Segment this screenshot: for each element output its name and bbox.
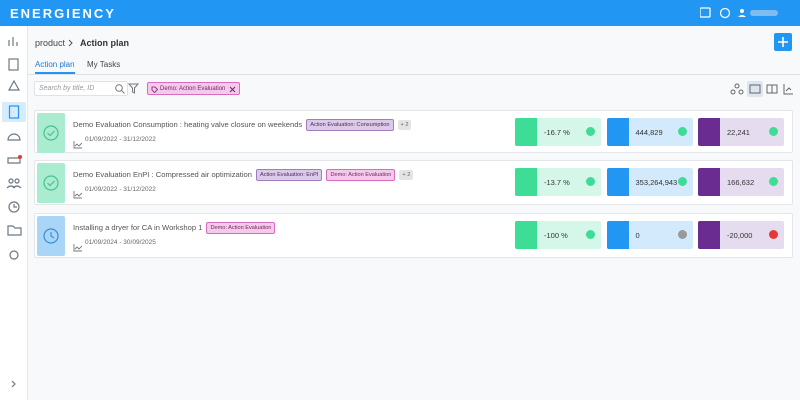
filter-chip-label: Demo: Action Evaluation: [160, 86, 226, 92]
title-text: Demo Evaluation EnPI : Compressed air op…: [73, 170, 252, 179]
action-title: Demo Evaluation EnPI : Compressed air op…: [73, 169, 414, 181]
filter-chip[interactable]: Demo: Action Evaluation: [147, 82, 241, 95]
tab[interactable]: My Tasks: [87, 60, 121, 69]
status-icon: [43, 125, 59, 141]
action-card[interactable]: Demo Evaluation EnPI : Compressed air op…: [34, 160, 793, 205]
sidebar-icons: [2, 37, 26, 388]
breadcrumb-sep: [68, 39, 73, 47]
metric-value: 166,632: [727, 178, 755, 187]
title-text: Demo Evaluation Consumption : heating va…: [73, 120, 303, 129]
tag: Demo: Action Evaluation: [206, 222, 276, 234]
metric-value: -13.7 %: [544, 178, 570, 187]
metric-icon: [698, 221, 720, 249]
metric: -20,000: [698, 221, 784, 249]
tag: + 2: [399, 170, 414, 180]
status-badge: [37, 216, 65, 256]
trend-dot: [586, 230, 595, 239]
date-icon: [73, 239, 83, 257]
trend-dot: [586, 177, 595, 186]
metric-icon: [606, 168, 629, 196]
tag: Action Evaluation: Consumption: [306, 119, 394, 131]
action-card[interactable]: Demo Evaluation Consumption : heating va…: [34, 110, 793, 153]
view-switcher[interactable]: [729, 81, 795, 97]
tag-icon: [151, 86, 158, 93]
tabs-divider: [28, 74, 800, 75]
search-input[interactable]: Search by title, ID: [34, 81, 128, 96]
metric: 0: [606, 221, 693, 249]
metric-value: -16.7 %: [544, 128, 570, 137]
metric-value: 353,264,943: [635, 178, 678, 187]
chip-close[interactable]: [229, 86, 236, 93]
metric: 353,264,943: [606, 168, 693, 196]
metric-icon: [515, 168, 537, 196]
date-icon: [73, 186, 83, 204]
status-icon: [43, 175, 59, 191]
status-icon: [43, 228, 59, 244]
trend-dot: [677, 177, 687, 186]
chart-icon: [73, 191, 83, 199]
chart-icon: [73, 141, 83, 149]
search-filter-icons[interactable]: [114, 83, 144, 95]
metric-icon: [515, 118, 537, 146]
metric-value: -100 %: [544, 231, 568, 240]
tag: Action Evaluation: EnPI: [255, 169, 323, 181]
metric-value: 22,241: [727, 128, 750, 137]
tab[interactable]: Action plan: [35, 60, 75, 74]
trend-dot: [769, 177, 778, 186]
metric-value: 444,829: [635, 128, 663, 137]
sidebar: [0, 26, 28, 400]
add-button[interactable]: [774, 33, 792, 51]
metric-value: 0: [635, 231, 640, 240]
metric: -16.7 %: [515, 118, 601, 146]
logo: ENERGIENCY: [10, 6, 116, 21]
metric-icon: [515, 221, 537, 249]
trend-dot: [586, 127, 595, 136]
breadcrumb-parent[interactable]: product: [35, 38, 66, 48]
date-range: 01/09/2022 - 31/12/2022: [85, 136, 156, 143]
status-badge: [37, 163, 65, 203]
trend-dot: [769, 230, 778, 239]
action-title: Demo Evaluation Consumption : heating va…: [73, 119, 412, 131]
date-range: 01/09/2024 - 30/09/2025: [85, 239, 156, 246]
metric: 22,241: [698, 118, 784, 146]
date-range: 01/09/2022 - 31/12/2022: [85, 186, 156, 193]
breadcrumb-current: Action plan: [80, 38, 129, 48]
tag: Demo: Action Evaluation: [326, 169, 396, 181]
metric: -13.7 %: [515, 168, 601, 196]
trend-dot: [677, 127, 687, 136]
trend-dot: [677, 230, 687, 239]
metric-icon: [698, 168, 720, 196]
search-placeholder: Search by title, ID: [39, 85, 95, 92]
tag: + 2: [397, 120, 412, 130]
status-badge: [37, 113, 65, 153]
title-text: Installing a dryer for CA in Workshop 1: [73, 223, 203, 232]
metric: 166,632: [698, 168, 784, 196]
metric-icon: [606, 221, 629, 249]
top-bar: ENERGIENCY: [0, 0, 800, 26]
trend-dot: [769, 127, 778, 136]
metric-icon: [698, 118, 720, 146]
top-icons: [700, 7, 778, 19]
chart-icon: [73, 244, 83, 252]
metric-value: -20,000: [727, 231, 753, 240]
metric: -100 %: [515, 221, 601, 249]
metric: 444,829: [606, 118, 693, 146]
metric-icon: [606, 118, 629, 146]
date-icon: [73, 136, 83, 154]
